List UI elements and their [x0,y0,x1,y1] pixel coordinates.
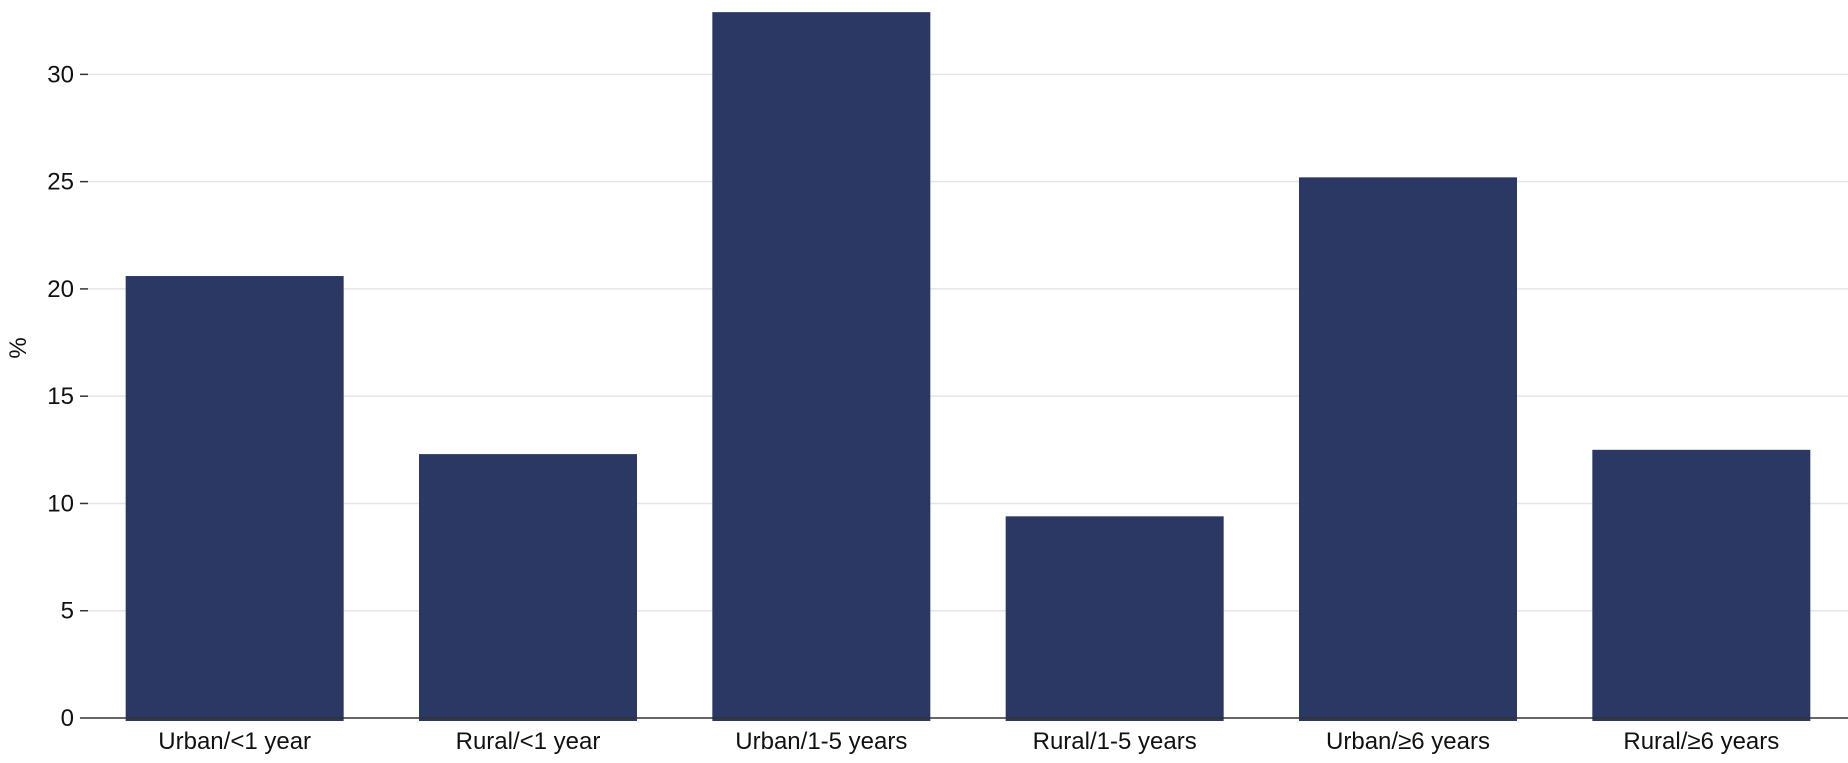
bar [1299,177,1517,721]
bar [712,12,931,722]
y-tick-label: 15 [47,383,74,410]
x-tick-label: Rural/<1 year [456,728,601,755]
gridlines [88,73,1848,612]
bar [419,454,637,721]
x-tick-label: Urban/<1 year [158,728,311,755]
y-tick-label: 10 [47,490,74,517]
bar [125,276,344,721]
bar [1005,516,1224,721]
y-tick-labels: 0 5 10 15 20 25 30 [47,61,88,732]
x-tick-label: Rural/1-5 years [1033,728,1197,755]
y-axis-title: % [5,337,32,358]
y-tick-label: 20 [47,276,74,303]
bars [125,12,1811,722]
x-tick-label: Urban/1-5 years [735,728,907,755]
x-tick-label: Rural/≥6 years [1623,728,1779,755]
y-tick-label: 25 [47,169,74,196]
y-tick-label: 0 [61,705,74,732]
y-tick-label: 30 [47,61,74,88]
x-tick-label: Urban/≥6 years [1326,728,1490,755]
bar [1592,449,1811,721]
y-tick-label: 5 [61,598,74,625]
x-tick-labels: Urban/<1 year Rural/<1 year Urban/1-5 year… [158,728,1779,755]
